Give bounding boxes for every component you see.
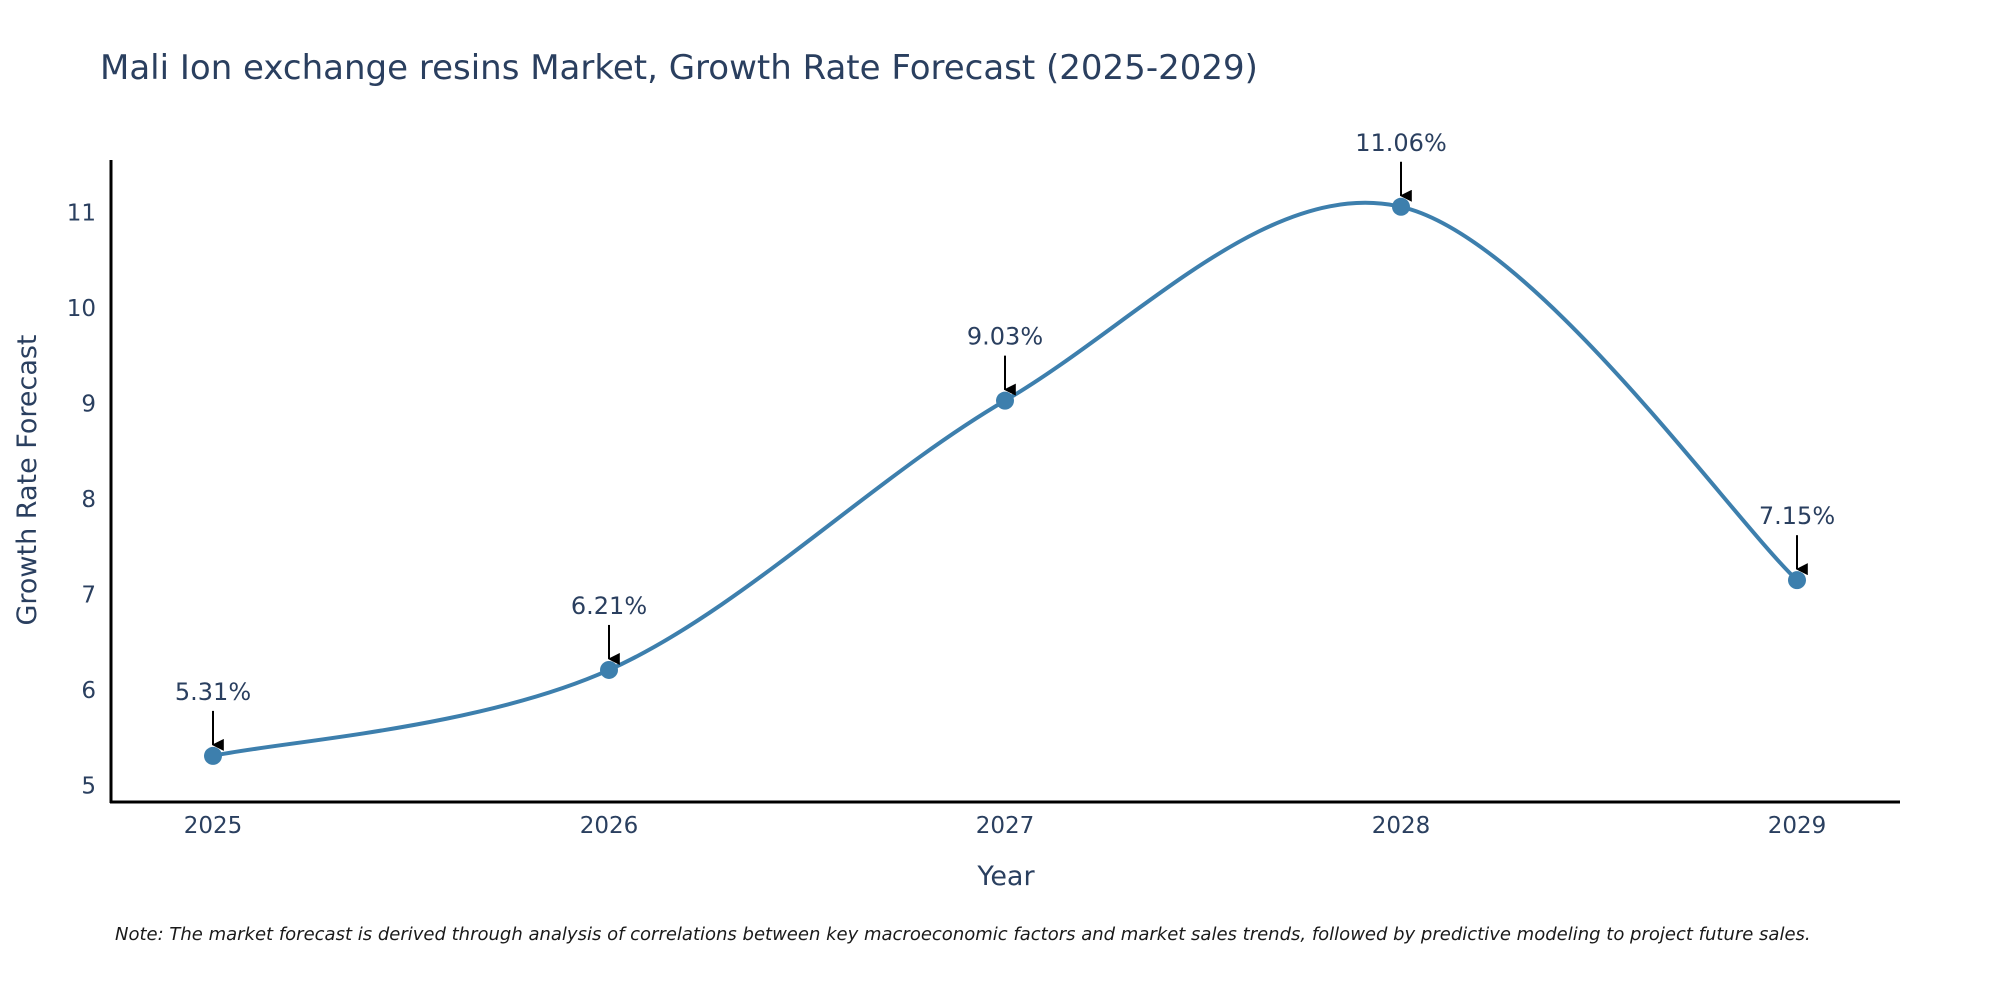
- data-point: [1392, 197, 1410, 216]
- data-labels: 5.31% 6.21% 9.03% 11.06% 7.15%: [175, 129, 1835, 751]
- x-tick-label: 2025: [184, 813, 243, 839]
- data-point: [1788, 571, 1806, 590]
- y-tick-label: 5: [81, 774, 96, 800]
- x-axis-title: Year: [976, 861, 1035, 892]
- x-tick-label: 2027: [976, 813, 1035, 839]
- x-tick-label: 2028: [1372, 813, 1431, 839]
- y-axis-ticks: 5 6 7 8 9 10 11: [67, 201, 96, 800]
- y-tick-label: 9: [81, 392, 96, 418]
- x-tick-label: 2029: [1768, 813, 1827, 839]
- data-points: [204, 197, 1806, 765]
- y-tick-label: 6: [81, 678, 96, 704]
- y-tick-label: 7: [81, 583, 96, 609]
- y-tick-label: 8: [81, 487, 96, 513]
- data-label: 5.31%: [175, 678, 251, 706]
- footnote: Note: The market forecast is derived thr…: [115, 924, 1811, 945]
- y-tick-label: 10: [67, 296, 96, 322]
- data-label: 7.15%: [1759, 502, 1835, 530]
- chart-title: Mali Ion exchange resins Market, Growth …: [100, 48, 1258, 88]
- data-point: [996, 391, 1014, 410]
- data-label: 11.06%: [1355, 129, 1447, 157]
- data-label: 9.03%: [967, 323, 1043, 351]
- x-axis-ticks: 2025 2026 2027 2028 2029: [184, 813, 1827, 839]
- data-point: [204, 746, 222, 765]
- data-point: [600, 660, 618, 679]
- x-tick-label: 2026: [580, 813, 639, 839]
- data-label: 6.21%: [571, 592, 647, 620]
- y-axis-title: Growth Rate Forecast: [12, 334, 43, 625]
- y-tick-label: 11: [67, 201, 96, 227]
- series-line: [212, 200, 1799, 758]
